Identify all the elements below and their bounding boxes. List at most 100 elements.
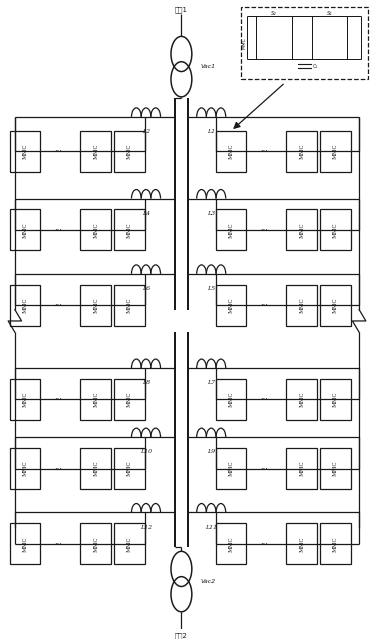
Text: MMC: MMC [127,297,132,313]
Text: L12: L12 [140,525,152,530]
Text: MMC: MMC [22,222,27,238]
Text: MMC: MMC [229,536,233,551]
Text: MMC: MMC [229,222,233,238]
Text: L4: L4 [142,211,150,216]
Text: MMC: MMC [22,144,27,159]
Text: MMC: MMC [93,461,98,476]
Bar [320,448,350,489]
Bar [80,210,111,250]
Text: MMC: MMC [93,392,98,407]
Text: L2: L2 [142,129,150,134]
Text: ···: ··· [55,148,62,155]
Text: L8: L8 [142,380,150,385]
Bar [80,285,111,326]
Text: ···: ··· [261,226,269,234]
Bar [286,131,317,172]
Bar [114,448,144,489]
Text: MMC: MMC [22,297,27,313]
Bar [10,523,40,564]
Text: MMC: MMC [229,461,233,476]
Bar [320,131,350,172]
Text: MMC: MMC [299,222,304,238]
Text: MMC: MMC [229,144,233,159]
Text: MMC: MMC [229,392,233,407]
Bar [114,131,144,172]
Text: L10: L10 [140,449,152,454]
Text: MMC: MMC [299,392,304,407]
Text: ···: ··· [55,396,62,403]
Text: Vac2: Vac2 [200,579,215,584]
Text: MMC: MMC [333,461,338,476]
Text: MMC: MMC [299,536,304,551]
Text: MMC: MMC [127,461,132,476]
Text: Vac1: Vac1 [200,64,215,69]
Bar [216,285,246,326]
Text: MMC: MMC [93,222,98,238]
Bar [286,210,317,250]
Bar [216,523,246,564]
Bar [256,15,292,59]
Text: L7: L7 [207,380,215,385]
Text: MMC: MMC [127,536,132,551]
Text: L11: L11 [205,525,217,530]
Text: L6: L6 [142,286,150,291]
Text: MMC: MMC [229,297,233,313]
Bar [10,210,40,250]
Bar [286,379,317,420]
Bar [312,15,347,59]
Bar [216,131,246,172]
Bar [320,285,350,326]
Text: C₁: C₁ [313,64,318,68]
Text: MMC: MMC [127,144,132,159]
Bar [80,379,111,420]
Text: MMC: MMC [93,144,98,159]
Text: MMC: MMC [333,144,338,159]
Bar [114,523,144,564]
Text: S₁: S₁ [327,11,332,15]
Text: L1: L1 [207,129,215,134]
Bar [216,379,246,420]
Bar [216,210,246,250]
Bar [320,210,350,250]
Text: MMC: MMC [299,144,304,159]
Bar [216,448,246,489]
Bar [320,523,350,564]
Text: MMC: MMC [22,392,27,407]
Text: ···: ··· [261,540,269,548]
Text: MMC: MMC [333,392,338,407]
Text: MMC: MMC [299,461,304,476]
Text: MMC: MMC [22,536,27,551]
Bar [114,210,144,250]
Text: ···: ··· [261,148,269,155]
Bar [320,379,350,420]
Text: MMC: MMC [22,461,27,476]
Bar [241,7,368,79]
Text: MMC: MMC [333,297,338,313]
Text: ···: ··· [261,396,269,403]
Bar [10,448,40,489]
Text: ···: ··· [55,540,62,548]
Text: S₂: S₂ [271,11,277,15]
Text: ···: ··· [261,465,269,472]
Text: MMC: MMC [93,297,98,313]
Text: L5: L5 [207,286,215,291]
Text: MMC: MMC [127,392,132,407]
Bar [10,131,40,172]
Bar [114,379,144,420]
Bar [80,448,111,489]
Text: ···: ··· [55,465,62,472]
Text: MMC: MMC [93,536,98,551]
Text: L3: L3 [207,211,215,216]
Text: MMC: MMC [333,222,338,238]
Text: ···: ··· [55,301,62,309]
Text: 电源2: 电源2 [175,633,188,639]
Text: MMC: MMC [127,222,132,238]
Bar [10,379,40,420]
Bar [286,523,317,564]
Bar [286,448,317,489]
Bar [286,285,317,326]
Text: ···: ··· [261,301,269,309]
Text: 电源1: 电源1 [175,6,188,13]
Text: MMC: MMC [299,297,304,313]
Bar [114,285,144,326]
